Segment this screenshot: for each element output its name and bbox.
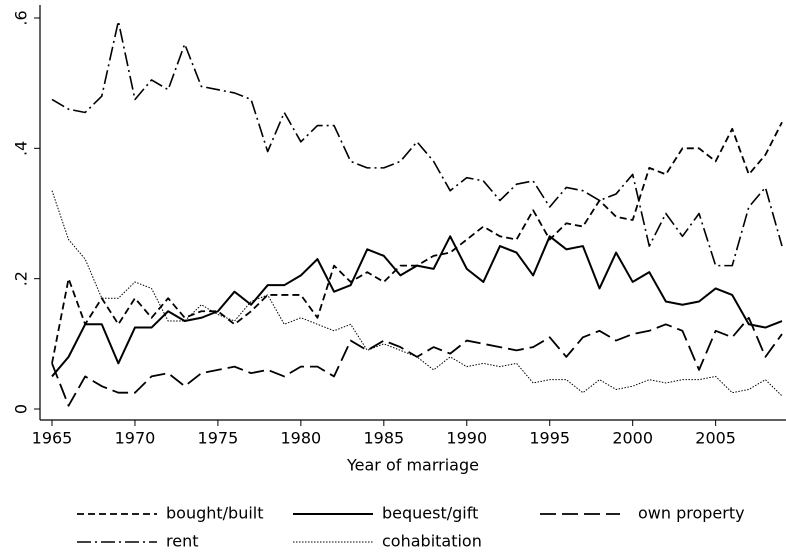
x-tick-label: 2005 [695, 429, 736, 448]
x-tick-label: 1995 [529, 429, 570, 448]
y-tick-label: .6 [12, 10, 31, 25]
series-line [51, 316, 783, 407]
y-tick-label: 0 [12, 404, 31, 414]
legend-label: cohabitation [382, 532, 482, 551]
series-line [51, 121, 783, 364]
legend-label: bought/built [166, 504, 264, 523]
x-tick-label: 1970 [115, 429, 156, 448]
y-tick-label: .4 [12, 141, 31, 156]
x-axis-title: Year of marriage [346, 456, 479, 475]
x-tick-label: 1990 [446, 429, 487, 448]
x-tick-label: 2000 [612, 429, 653, 448]
legend-label: rent [166, 532, 198, 551]
x-tick-label: 1985 [363, 429, 404, 448]
series-line [51, 235, 783, 378]
series-line [51, 20, 783, 267]
x-tick-label: 1965 [32, 429, 73, 448]
y-tick-label: .2 [12, 271, 31, 286]
series-line [51, 190, 783, 397]
legend-label: bequest/gift [382, 504, 478, 523]
x-tick-label: 1980 [281, 429, 322, 448]
legend-label: own property [638, 504, 745, 523]
x-tick-label: 1975 [198, 429, 239, 448]
